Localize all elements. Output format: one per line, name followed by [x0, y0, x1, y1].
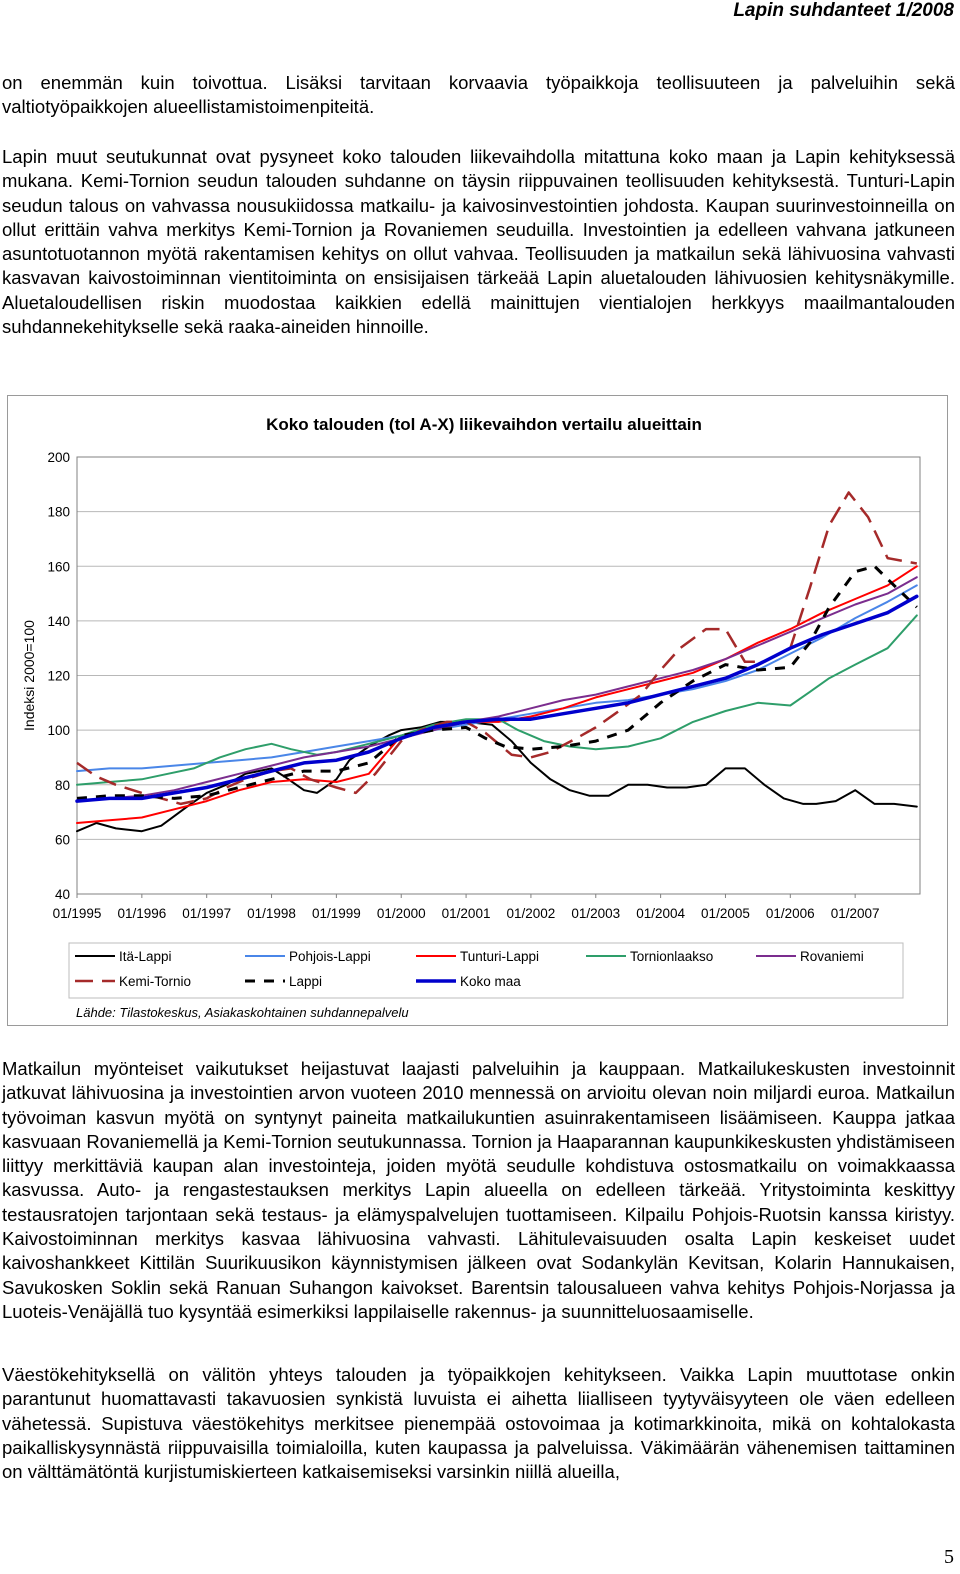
legend-label: Koko maa [460, 974, 521, 989]
x-tick-label: 01/2005 [701, 906, 750, 921]
running-header: Lapin suhdanteet 1/2008 [733, 0, 954, 21]
y-tick-label: 120 [47, 669, 70, 684]
x-tick-label: 01/2006 [766, 906, 815, 921]
chart-source: Lähde: Tilastokeskus, Asiakaskohtainen s… [76, 1005, 409, 1020]
x-tick-label: 01/2002 [507, 906, 556, 921]
paragraph-regions: Lapin muut seutukunnat ovat pysyneet kok… [2, 146, 955, 338]
y-tick-label: 160 [47, 559, 70, 574]
y-tick-label: 180 [47, 505, 70, 520]
x-tick-label: 01/2001 [442, 906, 491, 921]
series-line-it-lappi [76, 720, 918, 833]
legend-box [68, 942, 904, 999]
y-tick-label: 40 [55, 887, 70, 902]
x-tick-label: 01/2004 [636, 906, 685, 921]
y-tick-label: 100 [47, 723, 70, 738]
line-chart: Koko talouden (tol A-X) liikevaihdon ver… [21, 415, 921, 1020]
x-tick-label: 01/1996 [117, 906, 166, 921]
legend-label: Rovaniemi [800, 949, 864, 964]
y-tick-label: 200 [47, 450, 70, 465]
x-tick-label: 01/1999 [312, 906, 361, 921]
chart-title: Koko talouden (tol A-X) liikevaihdon ver… [266, 415, 702, 434]
legend-label: Lappi [289, 974, 322, 989]
x-tick-label: 01/1997 [182, 906, 231, 921]
legend-label: Itä-Lappi [119, 949, 172, 964]
paragraph-population: Väestökehityksellä on välitön yhteys tal… [2, 1364, 955, 1483]
x-tick-label: 01/2007 [831, 906, 880, 921]
y-tick-label: 60 [55, 832, 70, 847]
chart-container: Koko talouden (tol A-X) liikevaihdon ver… [7, 395, 948, 1026]
x-tick-label: 01/1995 [53, 906, 102, 921]
plot-area [76, 456, 921, 895]
legend-label: Pohjois-Lappi [289, 949, 371, 964]
series-line-rovaniemi [76, 576, 918, 803]
y-axis-label: Indeksi 2000=100 [21, 620, 37, 731]
x-tick-label: 01/2003 [571, 906, 620, 921]
y-tick-label: 140 [47, 614, 70, 629]
x-tick-label: 01/2000 [377, 906, 426, 921]
legend-label: Tornionlaakso [630, 949, 713, 964]
legend-label: Tunturi-Lappi [460, 949, 539, 964]
series-line-lappi [76, 564, 918, 800]
y-tick-label: 80 [55, 778, 70, 793]
paragraph-intro: on enemmän kuin toivottua. Lisäksi tarvi… [2, 72, 955, 118]
paragraph-tourism: Matkailun myönteiset vaikutukset heijast… [2, 1058, 955, 1322]
series-line-tornionlaakso [76, 614, 918, 786]
legend-label: Kemi-Tornio [119, 974, 191, 989]
series-line-tunturi-lappi [76, 565, 918, 824]
x-tick-label: 01/1998 [247, 906, 296, 921]
page-number: 5 [944, 1546, 954, 1568]
series-line-koko-maa [75, 594, 919, 803]
